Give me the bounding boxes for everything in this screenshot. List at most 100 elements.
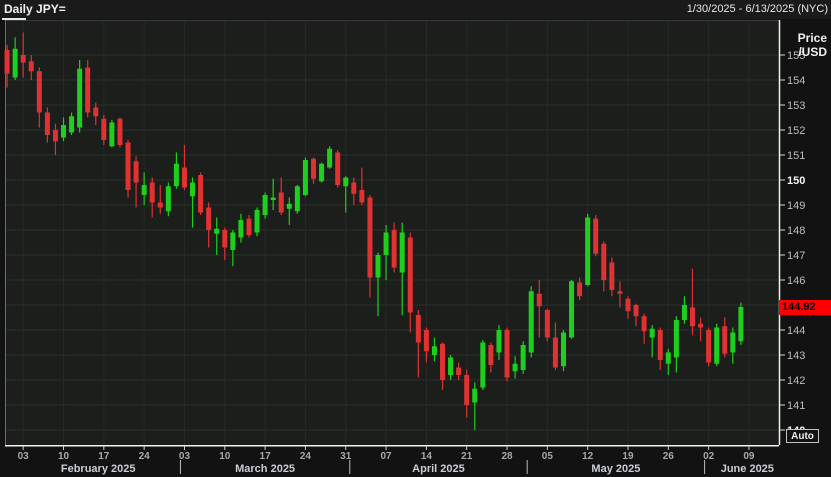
auto-scale-button[interactable]: Auto: [786, 429, 819, 443]
month-label: March 2025: [235, 463, 295, 475]
candle: [456, 362, 462, 380]
candle-body: [593, 218, 599, 254]
candle-body: [206, 207, 212, 230]
candle: [149, 177, 155, 218]
candle-body: [310, 158, 316, 179]
price-tick-label: 154: [787, 75, 805, 87]
price-tick-label: 142: [787, 375, 805, 387]
candle-body: [480, 342, 486, 388]
candle: [681, 296, 687, 324]
candle: [577, 277, 583, 300]
candle-body: [690, 307, 695, 327]
candle: [504, 327, 510, 382]
candle: [310, 157, 316, 184]
candle-body: [698, 323, 704, 328]
candle: [706, 327, 712, 367]
candle-body: [214, 228, 220, 234]
date-tick-label: 26: [663, 451, 675, 462]
candle-body: [585, 217, 591, 285]
date-tick-label: 24: [300, 451, 312, 462]
date-tick-label: 03: [179, 451, 191, 462]
candle: [351, 177, 357, 205]
candle-body: [633, 305, 639, 317]
candle: [367, 195, 373, 298]
candle-body: [359, 190, 365, 203]
price-axis-unit-line2: /USD: [798, 45, 827, 59]
candle-body: [665, 352, 671, 364]
date-tick-label: 17: [98, 451, 110, 462]
candle-body: [190, 182, 196, 197]
candle-body: [601, 243, 607, 280]
candle-body: [278, 192, 284, 213]
candle: [319, 162, 325, 183]
candle-body: [399, 232, 405, 273]
candle: [722, 317, 728, 358]
candle-body: [230, 232, 236, 250]
time-axis[interactable]: 03 10 17 24 03 10 17 24 31 07 14 21 28 05 12 19 26 02 09 Fe…: [18, 446, 774, 475]
candle-body: [649, 328, 655, 338]
candle-body: [431, 346, 437, 355]
candle-body: [246, 218, 252, 235]
candle-body: [69, 116, 75, 133]
price-axis-unit-line1: Price: [797, 31, 827, 45]
candle-body: [722, 326, 728, 354]
candle-body: [238, 220, 244, 238]
date-tick-label: 21: [461, 451, 473, 462]
candle-body: [560, 332, 566, 367]
price-tick-label: 143: [787, 350, 805, 362]
candle-body: [44, 112, 50, 135]
candle-body: [730, 332, 736, 353]
candle-body: [133, 161, 139, 183]
candle-body: [552, 337, 558, 368]
candle: [633, 303, 639, 327]
date-tick-label: 02: [703, 451, 715, 462]
candle: [407, 232, 413, 333]
candle: [254, 207, 260, 237]
candle: [536, 280, 542, 338]
candle: [270, 178, 276, 210]
candle-body: [536, 293, 542, 307]
price-axis[interactable]: 1551541531521511501491481471461451441431…: [780, 50, 805, 437]
candle: [327, 146, 333, 169]
candle: [673, 316, 679, 373]
candle: [698, 317, 704, 342]
candle-body: [440, 343, 446, 380]
title-underline: [2, 18, 26, 20]
month-label: June 2025: [721, 463, 774, 475]
candle-body: [117, 118, 123, 145]
candle: [625, 296, 631, 319]
candle-body: [262, 195, 268, 215]
date-tick-label: 12: [582, 451, 594, 462]
price-tick-label: 141: [787, 400, 805, 412]
candle: [246, 215, 252, 238]
candle-body: [335, 152, 341, 185]
candle-body: [673, 320, 679, 358]
candle-body: [101, 118, 107, 140]
date-tick-label: 05: [542, 451, 554, 462]
candle-body: [464, 375, 470, 405]
price-tick-label: 149: [787, 200, 805, 212]
date-tick-label: 10: [58, 451, 70, 462]
price-tick-label: 144: [787, 325, 805, 337]
candle-body: [302, 160, 308, 195]
candle-body: [93, 107, 99, 117]
candle-body: [407, 237, 413, 313]
candle: [262, 192, 268, 219]
month-label: April 2025: [412, 463, 465, 475]
candle-body: [254, 210, 260, 233]
candle: [383, 225, 389, 280]
candle-body: [4, 50, 10, 74]
candle: [214, 217, 220, 255]
chart-title: Daily JPY=: [4, 2, 66, 16]
candle: [415, 310, 421, 378]
candle: [117, 117, 123, 148]
candle: [569, 280, 575, 339]
candle: [399, 222, 405, 315]
candle-body: [657, 330, 663, 360]
candle: [609, 257, 615, 297]
candle: [512, 356, 518, 379]
candle-body: [625, 298, 631, 312]
candle: [641, 313, 647, 344]
